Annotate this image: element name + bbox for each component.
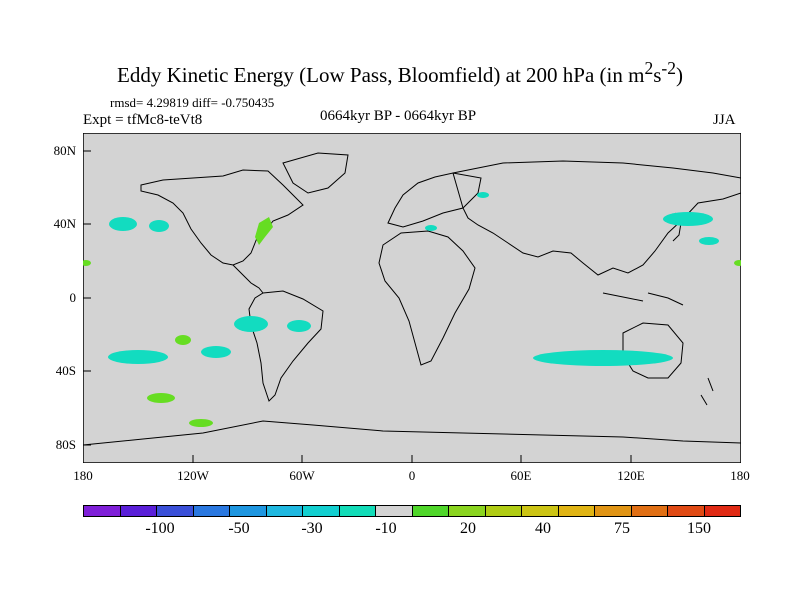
colorbar-label: -100	[145, 520, 175, 537]
season-label: JJA	[713, 112, 736, 128]
colorbar-swatch	[595, 506, 632, 516]
lon-label-180e: 180	[730, 468, 750, 483]
colorbar-label: 40	[535, 520, 551, 537]
colorbar-swatch	[522, 506, 559, 516]
lat-label-80s: 80S	[55, 437, 76, 452]
lat-label-40s: 40S	[55, 363, 76, 378]
colorbar-swatch	[631, 506, 668, 516]
colorbar-label: 150	[687, 520, 711, 537]
colorbar-swatch	[157, 506, 194, 516]
colorbar-swatch	[412, 506, 449, 516]
negative-anomaly-patches	[108, 192, 719, 366]
colorbar-label: -10	[375, 520, 397, 537]
colorbar-swatch	[339, 506, 376, 516]
colorbar-swatch	[558, 506, 595, 516]
colorbar-label: 75	[614, 520, 630, 537]
experiment-label: Expt = tfMc8-teVt8	[83, 112, 203, 128]
lon-label-60e: 60E	[510, 468, 532, 483]
colorbar-swatch	[668, 506, 705, 516]
colorbar-label: -30	[301, 520, 323, 537]
colorbar-label: -50	[228, 520, 250, 537]
map-frame	[83, 133, 741, 463]
period-label: 0664kyr BP - 0664kyr BP	[320, 108, 477, 124]
chart-title: Eddy Kinetic Energy (Low Pass, Bloomfiel…	[117, 58, 683, 87]
coastlines	[83, 152, 741, 446]
lon-label-60w: 60W	[289, 468, 315, 483]
colorbar-swatch	[376, 506, 413, 516]
positive-anomaly-patches	[83, 217, 741, 427]
colorbar-swatch	[84, 506, 121, 516]
colorbar-label: 20	[460, 520, 476, 537]
world-map	[83, 133, 741, 463]
colorbar	[83, 505, 741, 517]
lon-label-120w: 120W	[177, 468, 209, 483]
colorbar-swatch	[120, 506, 157, 516]
colorbar-swatch	[704, 506, 740, 516]
lon-label-120e: 120E	[617, 468, 645, 483]
lon-label-180w: 180	[73, 468, 93, 483]
colorbar-swatch	[303, 506, 340, 516]
lon-label-0: 0	[408, 468, 416, 483]
colorbar-swatch	[266, 506, 303, 516]
colorbar-swatch	[193, 506, 230, 516]
colorbar-swatch	[449, 506, 486, 516]
colorbar-swatch	[230, 506, 267, 516]
tick-marks	[83, 150, 632, 463]
stats-text: rmsd= 4.29819 diff= -0.750435	[110, 95, 275, 110]
colorbar-swatch	[485, 506, 522, 516]
lat-label-0: 0	[69, 290, 77, 305]
lat-label-80n: 80N	[53, 143, 76, 158]
lat-label-40n: 40N	[53, 216, 76, 231]
